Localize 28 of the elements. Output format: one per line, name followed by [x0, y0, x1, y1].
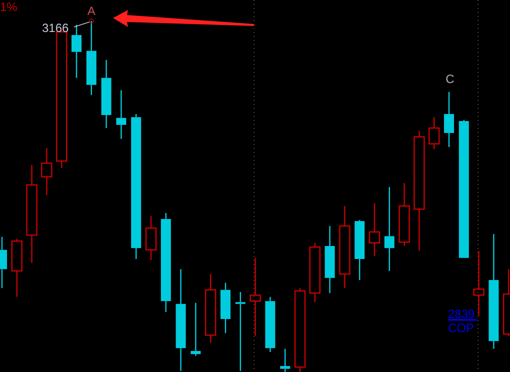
candlestick	[414, 130, 425, 252]
annotation: COP	[448, 321, 474, 335]
candlestick	[250, 257, 261, 336]
candlestick	[444, 91, 454, 148]
candlestick	[145, 216, 157, 261]
candlestick	[235, 291, 246, 372]
candlestick	[339, 205, 350, 289]
text: 1%	[0, 0, 18, 14]
candlestick	[384, 186, 394, 272]
annotation: C	[446, 72, 455, 86]
candlestick	[116, 90, 126, 140]
candlestick	[176, 268, 186, 372]
candlestick	[368, 202, 380, 257]
candlestick	[72, 24, 82, 78]
candlestick	[86, 20, 96, 96]
candlestick	[398, 182, 410, 247]
candlestick	[473, 250, 484, 316]
candlestick	[26, 164, 38, 264]
annotation: 2839	[448, 307, 476, 321]
text: A	[87, 4, 96, 18]
candlestick	[190, 302, 201, 356]
candlestick	[101, 59, 112, 129]
annotation: 3166	[42, 21, 70, 35]
candlestick	[41, 147, 52, 196]
candlestick	[265, 296, 276, 353]
candlestick	[324, 225, 335, 294]
candlestick	[488, 233, 499, 350]
candlestick	[280, 348, 290, 372]
